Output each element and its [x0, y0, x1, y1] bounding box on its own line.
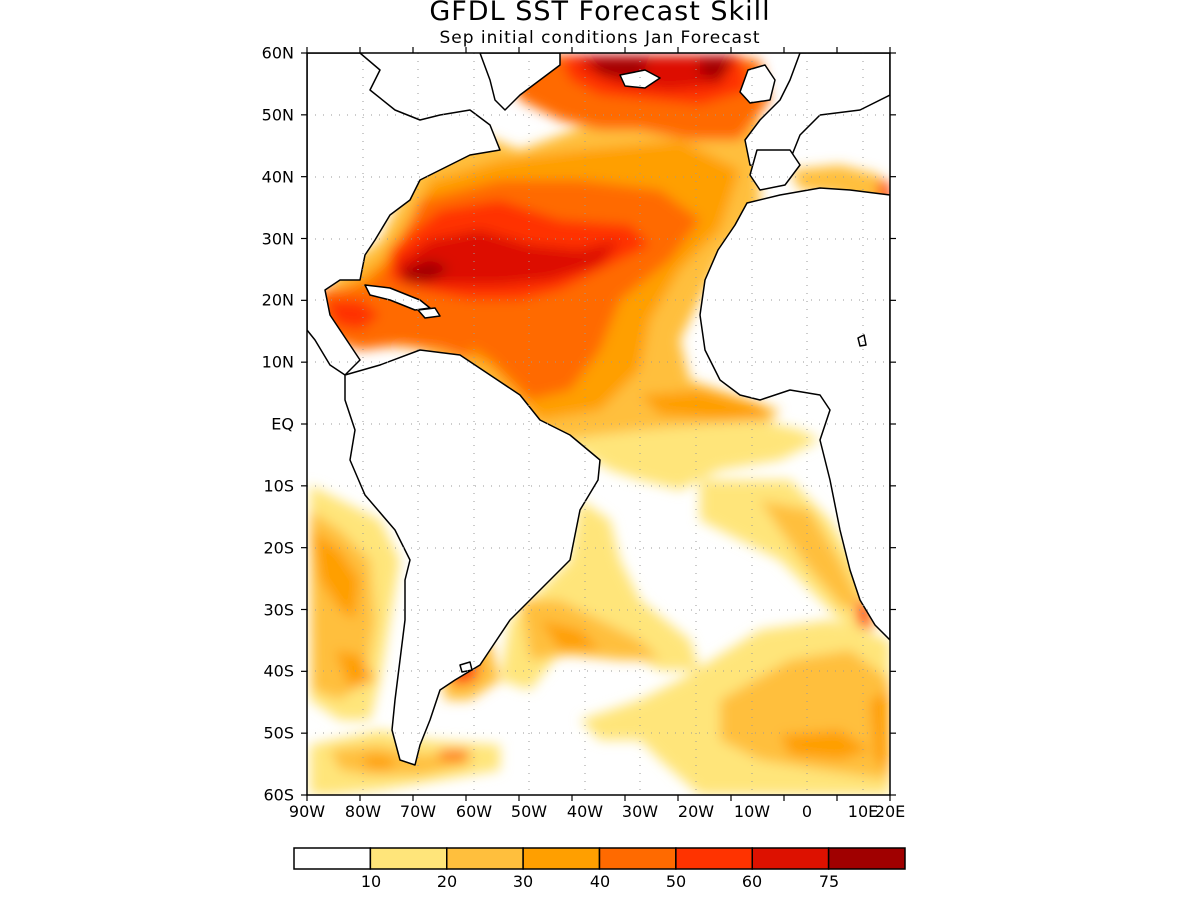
lat-label-30n: 30N [261, 229, 294, 249]
falklands [459, 661, 473, 673]
colorbar-label-60: 60 [741, 872, 763, 891]
colorbar-label-50: 50 [665, 872, 687, 891]
colorbar-label-20: 20 [436, 872, 458, 891]
lat-label-eq: EQ [271, 414, 294, 434]
british-isles [739, 64, 776, 104]
iceland [619, 69, 661, 89]
axis-ticks [301, 47, 896, 801]
lon-label-10e: 10E [847, 802, 879, 821]
map-subtitle: Sep initial conditions Jan Forecast [439, 28, 761, 48]
lon-label-10w: 10W [733, 802, 771, 821]
colorbar [293, 847, 906, 870]
lon-label-40w: 40W [566, 802, 604, 821]
lat-label-50s: 50S [263, 723, 294, 743]
colorbar-swatch [369, 847, 448, 870]
lon-label-60w: 60W [455, 802, 493, 821]
lat-label-60n: 60N [261, 43, 294, 63]
colorbar-label-30: 30 [512, 872, 534, 891]
iberia [749, 149, 801, 191]
north-america [307, 53, 501, 376]
lat-label-40n: 40N [261, 167, 294, 187]
colorbar-swatch [446, 847, 524, 870]
lat-label-20s: 20S [263, 538, 294, 558]
lat-label-30s: 30S [263, 600, 294, 620]
map-title: GFDL SST Forecast Skill [429, 0, 771, 27]
greenland [479, 53, 561, 111]
colorbar-swatch [293, 847, 372, 870]
colorbar-swatch [598, 847, 677, 870]
lon-label-20w: 20W [677, 802, 715, 821]
lat-label-10n: 10N [261, 352, 294, 372]
lon-label-70w: 70W [399, 802, 437, 821]
lat-label-60s: 60S [263, 785, 294, 805]
south-america [344, 349, 601, 766]
lon-label-90w: 90W [288, 802, 326, 821]
coastlines [307, 53, 890, 766]
madagascar-edge [857, 334, 867, 347]
lon-label-0: 0 [801, 802, 813, 821]
colorbar-label-75: 75 [818, 872, 840, 891]
lon-label-30w: 30W [621, 802, 659, 821]
lon-label-20e: 20E [874, 802, 906, 821]
africa [699, 187, 890, 641]
lat-label-40s: 40S [263, 661, 294, 681]
colorbar-swatch [751, 847, 830, 870]
colorbar-swatch [827, 847, 906, 870]
colorbar-swatch [522, 847, 601, 870]
lat-label-20n: 20N [261, 290, 294, 310]
colorbar-label-10: 10 [360, 872, 382, 891]
lat-label-10s: 10S [263, 476, 294, 496]
lon-label-50w: 50W [510, 802, 548, 821]
colorbar-label-40: 40 [589, 872, 611, 891]
lon-label-80w: 80W [344, 802, 382, 821]
colorbar-swatch [675, 847, 753, 870]
lat-label-50n: 50N [261, 105, 294, 125]
hispaniola [417, 307, 441, 319]
